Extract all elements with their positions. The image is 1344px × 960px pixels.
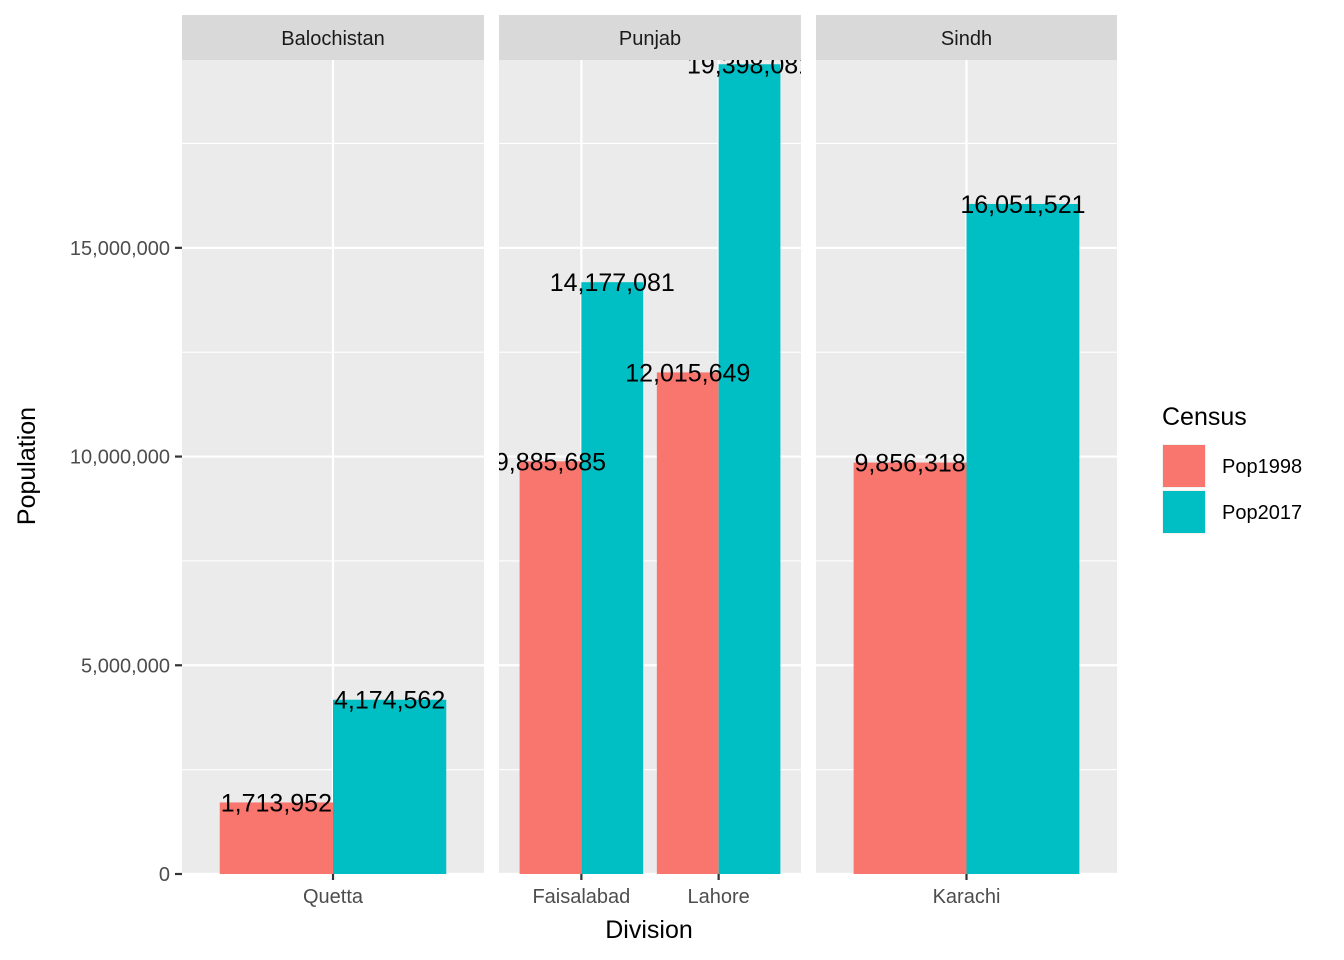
x-tick-label: Faisalabad bbox=[532, 886, 630, 908]
y-tick-label: 0 bbox=[159, 864, 170, 886]
x-tick-label: Lahore bbox=[687, 886, 749, 908]
y-axis: 0 5,000,000 10,000,000 15,000,000 bbox=[70, 238, 182, 886]
bar-pop2017 bbox=[581, 282, 644, 874]
legend-label: Pop2017 bbox=[1222, 502, 1302, 524]
bars bbox=[519, 64, 781, 874]
y-tick-label: 5,000,000 bbox=[81, 655, 170, 677]
bars bbox=[219, 699, 447, 874]
data-labels: 9,885,685 12,015,649 14,177,081 19,398,081 bbox=[495, 51, 812, 476]
bar-pop2017 bbox=[718, 64, 781, 874]
data-label: 9,856,318 bbox=[854, 450, 965, 478]
x-tick-label: Karachi bbox=[933, 886, 1001, 908]
data-label: 19,398,081 bbox=[687, 51, 812, 79]
data-label: 1,713,952 bbox=[221, 789, 332, 817]
x-axis-title: Division bbox=[605, 916, 693, 944]
facet-punjab: 9,885,685 12,015,649 14,177,081 19,398,081 P… bbox=[495, 15, 812, 908]
y-tick-label: 10,000,000 bbox=[70, 447, 170, 469]
bar-pop1998 bbox=[519, 461, 582, 874]
bars bbox=[853, 203, 1080, 874]
facet-strip bbox=[182, 15, 484, 60]
legend-title: Census bbox=[1162, 403, 1247, 431]
facet-strip bbox=[816, 15, 1117, 60]
bar-pop2017 bbox=[333, 699, 447, 874]
facet-strip-label: Sindh bbox=[941, 28, 992, 50]
facet-strip bbox=[499, 15, 801, 60]
data-label: 4,174,562 bbox=[334, 687, 445, 715]
facet-balochistan: 1,713,952 4,174,562 Balochistan Quetta bbox=[182, 15, 484, 908]
data-labels: 1,713,952 4,174,562 bbox=[221, 687, 445, 818]
legend-label: Pop1998 bbox=[1222, 456, 1302, 478]
bar-pop1998 bbox=[219, 802, 333, 874]
facet-strip-label: Balochistan bbox=[281, 28, 384, 50]
data-label: 12,015,649 bbox=[625, 359, 750, 387]
legend: Census Pop1998 Pop2017 bbox=[1162, 403, 1302, 534]
data-label: 16,051,521 bbox=[960, 191, 1085, 219]
bar-pop2017 bbox=[966, 203, 1080, 874]
legend-swatch-pop2017 bbox=[1163, 491, 1205, 533]
x-tick-label: Quetta bbox=[303, 886, 364, 908]
facet-sindh: 9,856,318 16,051,521 Sindh Karachi bbox=[816, 15, 1117, 908]
bar-pop1998 bbox=[853, 462, 967, 874]
data-label: 14,177,081 bbox=[550, 269, 675, 297]
bar-pop1998 bbox=[656, 372, 719, 874]
data-label: 9,885,685 bbox=[495, 448, 606, 476]
facet-strip-label: Punjab bbox=[619, 28, 681, 50]
data-labels: 9,856,318 16,051,521 bbox=[854, 191, 1085, 478]
y-tick-label: 15,000,000 bbox=[70, 238, 170, 260]
facet-panels: 1,713,952 4,174,562 Balochistan Quetta 9,885… bbox=[182, 15, 1117, 908]
legend-swatch-pop1998 bbox=[1163, 445, 1205, 487]
y-axis-title: Population bbox=[13, 407, 41, 525]
